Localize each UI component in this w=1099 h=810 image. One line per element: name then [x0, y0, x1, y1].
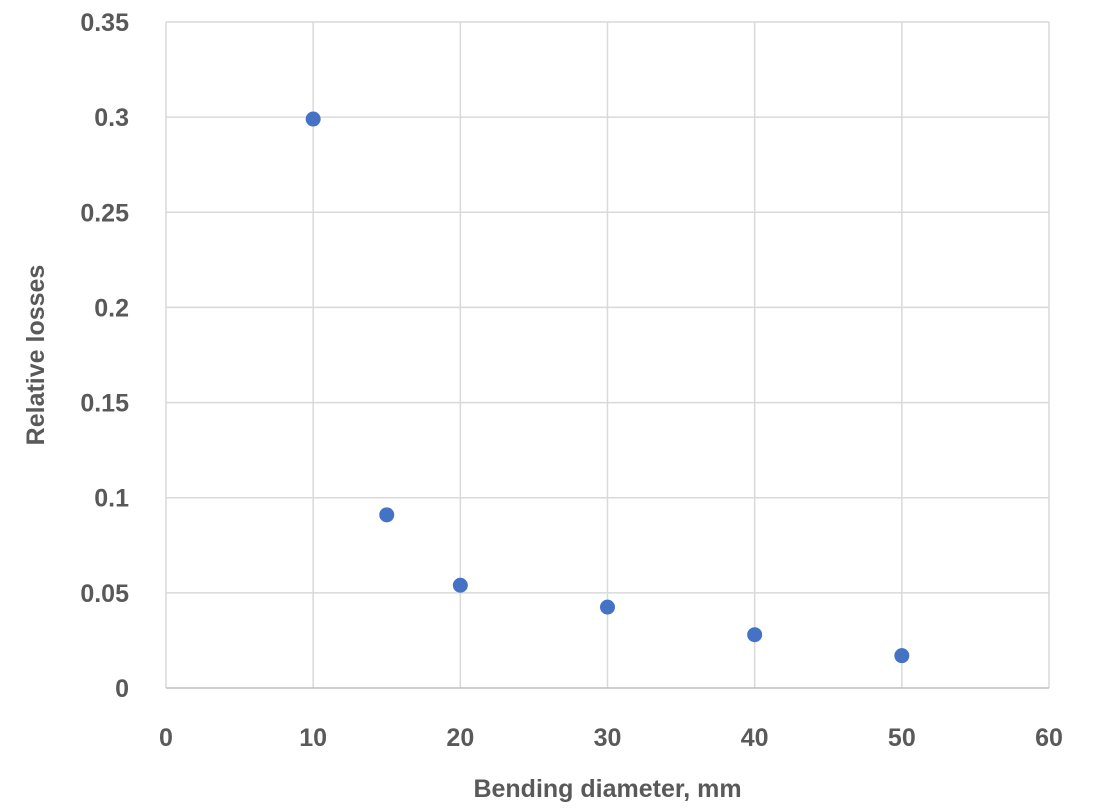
data-point: [600, 599, 615, 615]
y-tick-label: 0.2: [94, 294, 129, 322]
x-tick-label: 60: [1035, 724, 1063, 752]
x-tick-label: 0: [159, 724, 173, 752]
horizontal-gridlines: [166, 21, 1049, 594]
x-tick-label: 20: [446, 724, 474, 752]
x-tick-label: 40: [741, 724, 769, 752]
data-point: [452, 577, 468, 593]
x-tick-label: 50: [888, 724, 916, 752]
y-tick-label: 0: [115, 675, 129, 703]
data-point: [747, 627, 763, 643]
y-tick-label: 0.1: [94, 485, 129, 513]
y-tick-label: 0.3: [94, 104, 129, 132]
y-tick-labels: 0 0.05 0.1 0.15 0.2 0.25 0.3 0.35: [80, 9, 129, 703]
x-axis-title: Bending diameter, mm: [473, 775, 741, 803]
vertical-gridlines: [165, 22, 1050, 688]
x-tick-label: 10: [299, 724, 327, 752]
x-tick-label: 30: [594, 724, 622, 752]
x-tick-labels: 0 10 20 30 40 50 60: [159, 724, 1063, 752]
y-tick-label: 0.35: [80, 9, 129, 37]
y-tick-label: 0.15: [80, 390, 129, 418]
data-point: [305, 111, 321, 127]
data-points: [305, 111, 910, 664]
data-point: [894, 648, 910, 664]
y-axis-title: Relative losses: [22, 265, 50, 446]
data-point: [379, 507, 395, 523]
y-tick-label: 0.05: [80, 580, 129, 608]
y-tick-label: 0.25: [80, 199, 129, 227]
